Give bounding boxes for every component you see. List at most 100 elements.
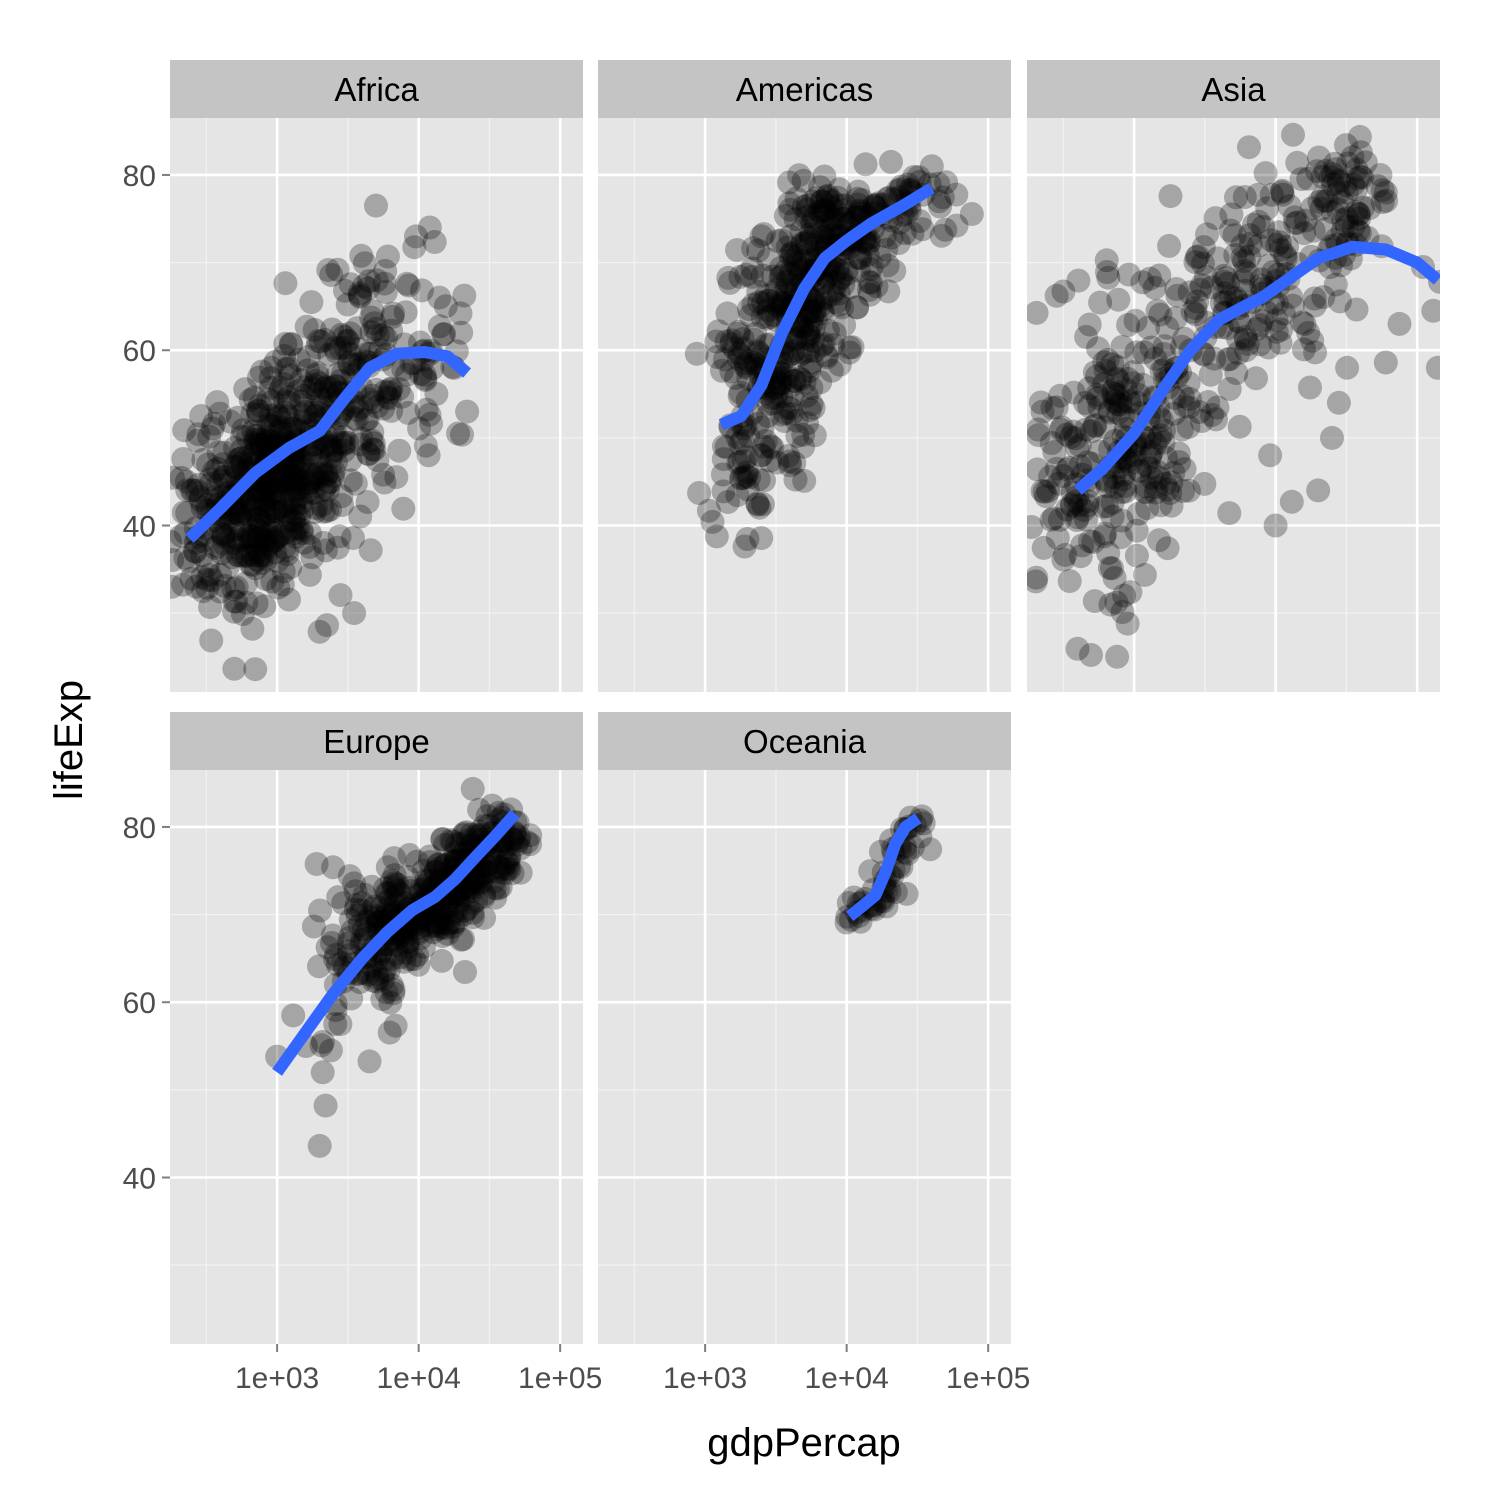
data-point [1237, 135, 1261, 160]
data-point [1162, 401, 1187, 426]
data-point [240, 419, 265, 444]
data-point [1106, 368, 1131, 393]
data-point [810, 198, 835, 223]
data-point [798, 221, 823, 246]
data-point [205, 390, 230, 415]
data-point [1270, 178, 1295, 203]
data-point [450, 422, 474, 447]
data-point [1064, 508, 1089, 532]
y-tick-label: 40 [123, 1162, 156, 1195]
data-point [710, 462, 735, 487]
data-point [711, 479, 736, 504]
data-point [747, 495, 772, 520]
data-point [371, 959, 396, 984]
data-point [324, 450, 349, 475]
data-point [815, 209, 840, 234]
data-point [1226, 326, 1250, 351]
data-point [281, 493, 306, 518]
data-point [460, 776, 485, 801]
data-point [441, 914, 465, 939]
data-point [1132, 562, 1157, 587]
data-point [373, 947, 398, 972]
data-point [754, 283, 779, 308]
data-point [365, 448, 390, 473]
data-point [1123, 308, 1148, 333]
data-point [1152, 418, 1176, 443]
facet-strip [598, 712, 1011, 770]
data-point [804, 233, 829, 258]
data-point [307, 619, 332, 644]
data-point [382, 876, 407, 901]
data-point [711, 434, 736, 459]
data-point [827, 267, 852, 291]
data-point [824, 257, 849, 282]
data-point [508, 860, 533, 885]
data-point [1042, 440, 1067, 465]
data-point [1092, 415, 1117, 440]
data-point [238, 523, 263, 548]
data-point [736, 424, 761, 449]
data-point [286, 379, 311, 403]
data-point [1341, 214, 1366, 239]
data-point [427, 856, 452, 881]
data-point [807, 199, 832, 224]
data-point [245, 432, 270, 457]
data-point [768, 256, 793, 280]
data-point [777, 449, 802, 474]
data-point [1112, 583, 1137, 608]
data-point [345, 903, 370, 928]
data-point [1184, 245, 1209, 270]
data-point [255, 473, 280, 498]
data-point [848, 199, 873, 224]
data-point [268, 463, 293, 488]
data-point [1058, 425, 1083, 450]
data-point [1203, 206, 1228, 231]
data-point [1098, 400, 1123, 425]
data-point [243, 423, 268, 448]
data-point [344, 407, 369, 432]
data-point [244, 487, 269, 512]
data-point [1235, 331, 1260, 356]
data-point [364, 377, 389, 402]
data-point [1091, 494, 1116, 519]
data-point [307, 1133, 332, 1158]
data-point [714, 435, 739, 460]
data-point [315, 499, 339, 524]
data-point [199, 628, 224, 653]
data-point [406, 952, 431, 977]
data-point [300, 545, 325, 570]
data-point [1217, 377, 1242, 401]
data-point [837, 335, 862, 360]
data-point [797, 300, 822, 325]
data-point [734, 460, 759, 485]
data-point [1057, 455, 1081, 480]
data-point [240, 616, 265, 641]
data-point [1387, 311, 1412, 336]
data-point [1109, 525, 1134, 550]
data-point [1202, 346, 1227, 371]
data-point [746, 467, 771, 492]
data-point [312, 376, 337, 401]
data-point [819, 282, 844, 307]
data-point [911, 811, 936, 836]
data-point [200, 416, 225, 441]
data-point [1107, 392, 1132, 417]
data-point [764, 277, 789, 302]
data-point [381, 981, 406, 1006]
data-point [319, 444, 343, 469]
data-point [395, 934, 420, 959]
data-point [731, 336, 756, 361]
data-point [1105, 644, 1130, 669]
data-point [299, 290, 324, 315]
data-point [170, 523, 194, 548]
data-point [358, 538, 383, 563]
data-point [799, 224, 824, 249]
data-point [1345, 166, 1370, 191]
data-point [215, 555, 240, 580]
data-point [1311, 184, 1335, 209]
data-point [318, 1038, 343, 1063]
data-point [411, 858, 436, 883]
data-point [313, 1093, 338, 1118]
data-point [273, 498, 297, 523]
data-point [1093, 358, 1118, 383]
